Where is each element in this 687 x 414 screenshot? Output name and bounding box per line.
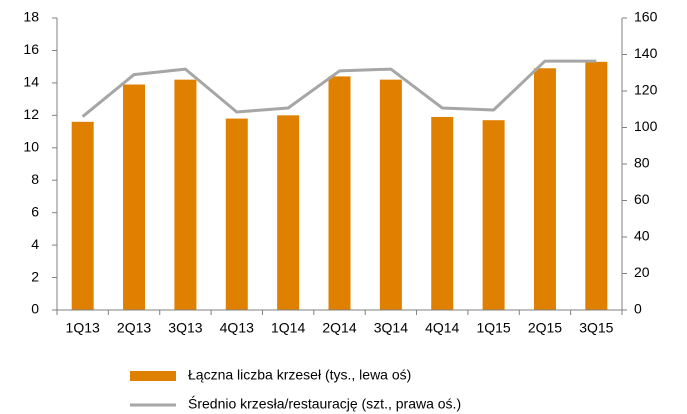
- legend-label: Łączna liczba krzeseł (tys., lewa oś): [188, 367, 411, 383]
- bar: [277, 115, 300, 310]
- bar: [379, 79, 402, 311]
- y2-tick-label: 120: [634, 82, 658, 98]
- y-tick-label: 12: [23, 106, 39, 122]
- x-tick-label: 2Q15: [528, 320, 562, 336]
- bar: [225, 118, 248, 310]
- y-tick-label: 8: [31, 171, 39, 187]
- bar: [123, 84, 146, 310]
- y2-tick-label: 100: [634, 118, 658, 134]
- bar: [71, 121, 94, 310]
- bar: [328, 76, 351, 311]
- bar: [174, 79, 197, 311]
- y2-tick-label: 40: [634, 228, 650, 244]
- y2-tick-label: 60: [634, 191, 650, 207]
- bar: [482, 120, 505, 310]
- bar: [431, 116, 454, 310]
- y-tick-label: 4: [31, 236, 39, 252]
- x-tick-label: 3Q13: [168, 320, 202, 336]
- y-tick-label: 6: [31, 203, 39, 219]
- y-tick-label: 2: [31, 268, 39, 284]
- legend-swatch: [130, 371, 176, 381]
- x-tick-label: 1Q15: [476, 320, 510, 336]
- line: [81, 59, 597, 118]
- x-tick-label: 1Q14: [271, 320, 305, 336]
- legend-label: Średnio krzesła/restaurację (szt., prawa…: [188, 395, 461, 412]
- y2-tick-label: 0: [634, 301, 642, 317]
- x-tick-label: 1Q13: [66, 320, 100, 336]
- x-tick-label: 3Q15: [579, 320, 613, 336]
- x-tick-label: 4Q13: [220, 320, 254, 336]
- y2-tick-label: 140: [634, 45, 658, 61]
- y-tick-label: 16: [23, 41, 39, 57]
- y-tick-label: 10: [23, 138, 39, 154]
- y-tick-label: 0: [31, 301, 39, 317]
- bar: [585, 61, 608, 310]
- bar: [533, 68, 556, 311]
- x-tick-label: 4Q14: [425, 320, 459, 336]
- y-tick-label: 18: [23, 9, 39, 25]
- x-tick-label: 2Q13: [117, 320, 151, 336]
- x-tick-label: 3Q14: [374, 320, 408, 336]
- x-tick-label: 2Q14: [322, 320, 356, 336]
- y-tick-label: 14: [23, 74, 39, 90]
- y2-tick-label: 20: [634, 264, 650, 280]
- y2-tick-label: 80: [634, 155, 650, 171]
- y2-tick-label: 160: [634, 9, 658, 25]
